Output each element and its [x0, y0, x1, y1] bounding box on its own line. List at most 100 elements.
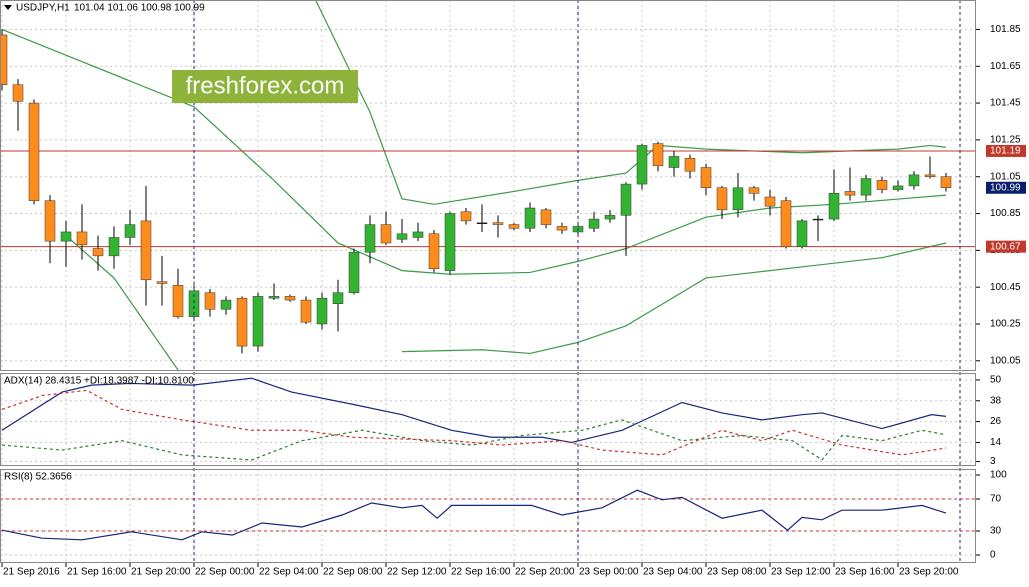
candle-body	[508, 224, 520, 229]
candle-body	[124, 224, 136, 238]
candle-body	[556, 226, 568, 231]
y-tick-label: 14	[990, 437, 1002, 448]
x-tick-label: 22 Sep 20:00	[515, 567, 575, 578]
y-tick-label: 100.85	[990, 208, 1021, 219]
candle-body	[60, 231, 72, 242]
candle-body	[684, 158, 696, 172]
candle-body	[380, 224, 392, 244]
x-tick-label: 23 Sep 12:00	[771, 567, 831, 578]
x-tick-label: 22 Sep 08:00	[323, 567, 383, 578]
candle-body	[620, 183, 632, 216]
x-tick-label: 21 Sep 20:00	[131, 567, 191, 578]
rsi-panel-border	[0, 469, 976, 563]
x-tick-label: 23 Sep 00:00	[579, 567, 639, 578]
rsi-title: RSI(8) 52.3656	[4, 472, 72, 483]
candle-body	[668, 156, 680, 168]
candle-body	[0, 34, 8, 85]
candle-body	[812, 218, 824, 221]
candle-body	[12, 84, 24, 102]
symbol: USDJPY,H1	[16, 3, 70, 14]
x-tick-label: 22 Sep 00:00	[195, 567, 255, 578]
candle-body	[44, 200, 56, 242]
level-label-box	[986, 144, 1026, 157]
candle-body	[492, 222, 504, 225]
level-label: 101.19	[990, 146, 1021, 157]
candle-body	[396, 233, 408, 240]
candle-body	[332, 292, 344, 304]
candle-body	[236, 297, 248, 347]
candle-body	[444, 213, 456, 271]
candle-body	[348, 251, 360, 293]
series-line	[315, 0, 947, 205]
menu-arrow[interactable]	[4, 5, 12, 10]
candle-body	[540, 209, 552, 225]
y-tick-label: 38	[990, 395, 1002, 406]
candle-body	[828, 193, 840, 220]
last-price-label: 100.99	[990, 182, 1021, 193]
candle-body	[220, 299, 232, 310]
y-tick-label: 101.25	[990, 135, 1021, 146]
y-tick-label: 100.25	[990, 319, 1021, 330]
y-tick-label: 26	[990, 416, 1002, 427]
candle-body	[796, 220, 808, 247]
candle-body	[108, 237, 120, 257]
y-tick-label: 100	[990, 470, 1007, 481]
candle-body	[940, 176, 952, 189]
candle-body	[140, 220, 152, 281]
candle-body	[156, 281, 168, 284]
candle-body	[764, 196, 776, 207]
candle-body	[476, 222, 488, 224]
y-tick-label: 101.85	[990, 24, 1021, 35]
series-line	[1, 28, 947, 275]
candle-body	[172, 285, 184, 317]
y-tick-label: 50	[990, 375, 1002, 386]
series-line	[1, 419, 947, 461]
candle-body	[748, 187, 760, 194]
candle-body	[924, 174, 936, 177]
candle-body	[524, 207, 536, 229]
y-tick-label: 101.05	[990, 171, 1021, 182]
candle-body	[700, 167, 712, 189]
last-price-box	[986, 181, 1026, 194]
candle-body	[428, 233, 440, 270]
adx-title: ADX(14) 28.4315 +DI:18.3987 -DI:10.8100	[4, 376, 194, 387]
level-label: 100.67	[990, 241, 1021, 252]
watermark: freshforex.com	[186, 72, 345, 99]
level-label-box	[986, 240, 1026, 253]
candle-body	[92, 248, 104, 257]
adx-panel-border	[0, 373, 976, 466]
x-tick-label: 21 Sep 2016	[3, 567, 60, 578]
candle-body	[252, 296, 264, 347]
candle-body	[364, 224, 376, 253]
candle-body	[300, 299, 312, 323]
x-tick-label: 21 Sep 16:00	[67, 567, 127, 578]
candle-body	[316, 297, 328, 325]
x-tick-label: 23 Sep 16:00	[835, 567, 895, 578]
candle-body	[652, 143, 664, 166]
candle-body	[908, 174, 920, 187]
x-tick-label: 22 Sep 04:00	[259, 567, 319, 578]
watermark-box	[172, 70, 358, 103]
candle-body	[892, 185, 904, 190]
x-tick-label: 23 Sep 20:00	[899, 567, 959, 578]
y-tick-label: 3	[990, 456, 996, 467]
candle-body	[604, 215, 616, 220]
candle-body	[636, 145, 648, 185]
x-tick-label: 23 Sep 04:00	[643, 567, 703, 578]
candle-body	[28, 102, 40, 201]
series-line	[1, 489, 947, 541]
candle-body	[588, 218, 600, 229]
candle-body	[844, 191, 856, 196]
candle-body	[460, 211, 472, 222]
candle-body	[860, 178, 872, 196]
main-panel-border	[0, 0, 976, 371]
candle-body	[876, 180, 888, 190]
y-tick-label: 70	[990, 494, 1002, 505]
x-tick-label: 22 Sep 16:00	[451, 567, 511, 578]
candle-body	[716, 187, 728, 211]
candle-body	[76, 231, 88, 246]
candle-body	[268, 296, 280, 299]
